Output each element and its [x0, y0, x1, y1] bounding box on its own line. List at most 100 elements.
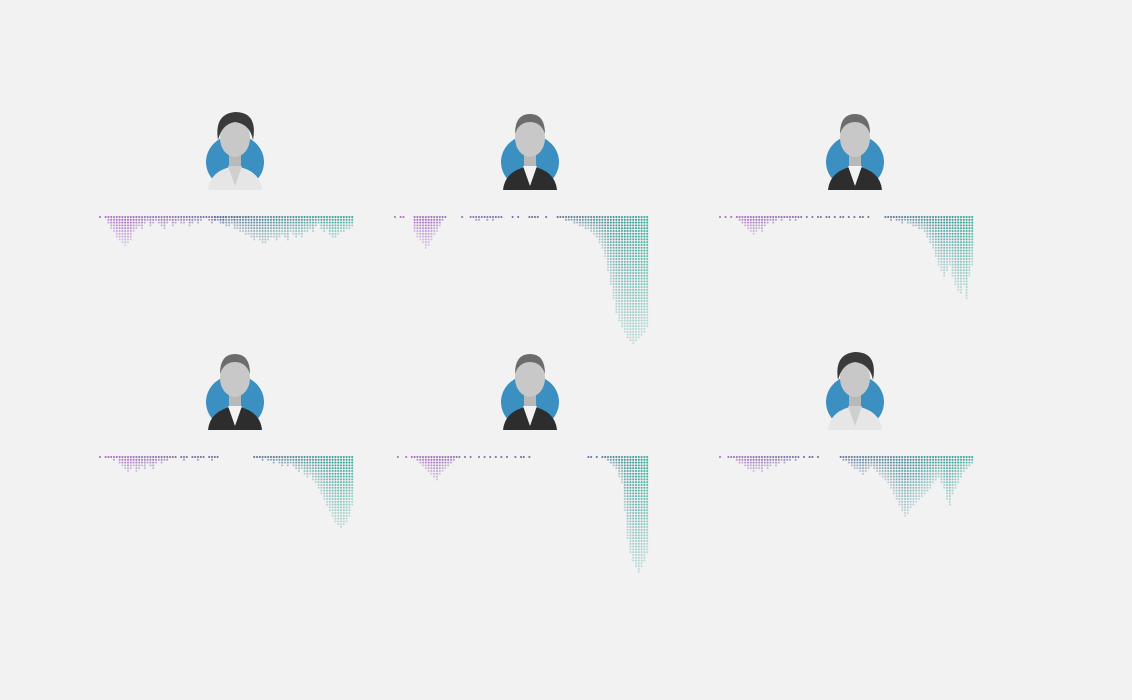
dot-right-col-35-row-3 — [351, 464, 353, 466]
dot-right-col-33-row-20 — [346, 512, 348, 514]
dot-right-col-33-row-3 — [932, 464, 934, 466]
dot-left-col-3-row-0 — [107, 456, 109, 458]
dot-left-col-13-row-3 — [755, 224, 757, 226]
dot-left-col-36-row-0 — [820, 216, 822, 218]
dot-right-col-20-row-19 — [613, 269, 615, 271]
dot-right-col-25-row-0 — [954, 216, 956, 218]
dot-right-col-12-row-0 — [918, 216, 920, 218]
dot-right-col-32-row-3 — [343, 464, 345, 466]
dot-right-col-28-row-39 — [635, 325, 637, 327]
dot-right-col-20-row-4 — [613, 227, 615, 229]
dot-right-col-15-row-31 — [629, 543, 631, 545]
dot-right-col-28-row-36 — [635, 317, 637, 319]
dot-right-col-22-row-18 — [618, 266, 620, 268]
dot-right-col-25-row-2 — [954, 222, 956, 224]
dot-right-col-1-row-1 — [217, 219, 219, 221]
dot-left-col-10-row-0 — [127, 456, 129, 458]
dot-right-col-25-row-6 — [627, 233, 629, 235]
dot-right-col-28-row-1 — [332, 459, 334, 461]
dot-right-col-23-row-26 — [621, 289, 623, 291]
dot-left-col-18-row-1 — [444, 459, 446, 461]
dot-right-col-43-row-1 — [334, 219, 336, 221]
dot-right-col-11-row-3 — [587, 224, 589, 226]
dot-right-col-18-row-18 — [638, 506, 640, 508]
dot-left-col-33-row-0 — [191, 456, 193, 458]
dot-left-col-8-row-1 — [741, 459, 743, 461]
dot-right-col-34-row-10 — [348, 484, 350, 486]
dot-left-col-10-row-4 — [422, 227, 424, 229]
dot-right-col-29-row-25 — [638, 286, 640, 288]
dot-right-col-14-row-4 — [596, 227, 598, 229]
dot-left-col-27-row-0 — [795, 216, 797, 218]
dot-right-col-26-row-31 — [629, 303, 631, 305]
dot-right-col-20-row-9 — [940, 241, 942, 243]
dot-right-col-26-row-5 — [957, 230, 959, 232]
dot-left-col-7-row-1 — [414, 219, 416, 221]
dot-left-col-9-row-2 — [124, 222, 126, 224]
dot-right-col-22-row-8 — [618, 238, 620, 240]
dot-right-col-26-row-16 — [326, 501, 328, 503]
dot-left-col-18-row-2 — [769, 462, 771, 464]
dot-right-col-21-row-24 — [615, 283, 617, 285]
dot-right-col-27-row-33 — [632, 308, 634, 310]
dot-right-col-29-row-1 — [295, 219, 297, 221]
dot-right-col-34-row-6 — [348, 473, 350, 475]
dot-right-col-30-row-0 — [924, 456, 926, 458]
dot-right-col-31-row-4 — [926, 467, 928, 469]
dot-right-col-27-row-1 — [329, 459, 331, 461]
dot-right-col-24-row-1 — [281, 219, 283, 221]
dot-right-col-20-row-19 — [940, 269, 942, 271]
dot-right-col-29-row-6 — [966, 233, 968, 235]
dot-right-col-25-row-1 — [323, 459, 325, 461]
dot-right-col-19-row-6 — [267, 233, 269, 235]
dot-right-col-26-row-18 — [957, 266, 959, 268]
dot-right-col-1-row-0 — [559, 216, 561, 218]
dot-right-col-26-row-9 — [326, 481, 328, 483]
dot-right-col-27-row-10 — [960, 244, 962, 246]
dot-left-col-8-row-1 — [121, 219, 123, 221]
dot-right-col-11-row-2 — [245, 222, 247, 224]
dot-left-col-18-row-0 — [444, 216, 446, 218]
dot-right-col-12-row-0 — [590, 216, 592, 218]
dot-left-col-11-row-4 — [425, 227, 427, 229]
dot-right-col-30-row-12 — [968, 250, 970, 252]
dot-right-col-31-row-17 — [971, 264, 973, 266]
dot-right-col-22-row-3 — [276, 224, 278, 226]
dot-right-col-15-row-22 — [629, 518, 631, 520]
dot-right-col-26-row-6 — [326, 473, 328, 475]
dot-right-col-29-row-1 — [334, 459, 336, 461]
dot-right-col-49-row-1 — [351, 219, 353, 221]
dot-right-col-20-row-23 — [643, 520, 645, 522]
dot-right-col-23-row-38 — [621, 322, 623, 324]
dot-right-col-19-row-11 — [610, 247, 612, 249]
dot-right-col-18-row-17 — [607, 264, 609, 266]
dot-right-col-12-row-7 — [621, 476, 623, 478]
dot-right-col-22-row-4 — [618, 227, 620, 229]
dot-right-col-18-row-14 — [607, 255, 609, 257]
dot-right-col-24-row-6 — [624, 233, 626, 235]
dot-right-col-17-row-11 — [932, 247, 934, 249]
dot-right-col-19-row-1 — [610, 219, 612, 221]
dot-right-col-28-row-11 — [918, 487, 920, 489]
dot-right-col-39-row-1 — [949, 459, 951, 461]
dot-right-col-30-row-3 — [298, 224, 300, 226]
dot-right-col-28-row-14 — [963, 255, 965, 257]
dot-right-col-14-row-4 — [924, 227, 926, 229]
dot-right-col-28-row-4 — [635, 227, 637, 229]
dot-right-col-7-row-4 — [234, 227, 236, 229]
dot-right-col-30-row-6 — [298, 233, 300, 235]
dot-right-col-22-row-5 — [618, 230, 620, 232]
dot-right-col-28-row-11 — [332, 487, 334, 489]
dot-right-col-22-row-37 — [618, 320, 620, 322]
dot-right-col-20-row-25 — [643, 526, 645, 528]
dot-right-col-28-row-15 — [918, 498, 920, 500]
dot-right-col-31-row-40 — [643, 328, 645, 330]
dot-right-col-26-row-20 — [957, 272, 959, 274]
dot-right-col-22-row-19 — [946, 269, 948, 271]
dot-right-col-35-row-10 — [351, 484, 353, 486]
dot-right-col-27-row-11 — [329, 487, 331, 489]
dot-right-col-23-row-3 — [949, 224, 951, 226]
dot-left-col-13-row-2 — [755, 222, 757, 224]
dot-left-col-15-row-2 — [141, 222, 143, 224]
dot-right-col-22-row-32 — [618, 306, 620, 308]
